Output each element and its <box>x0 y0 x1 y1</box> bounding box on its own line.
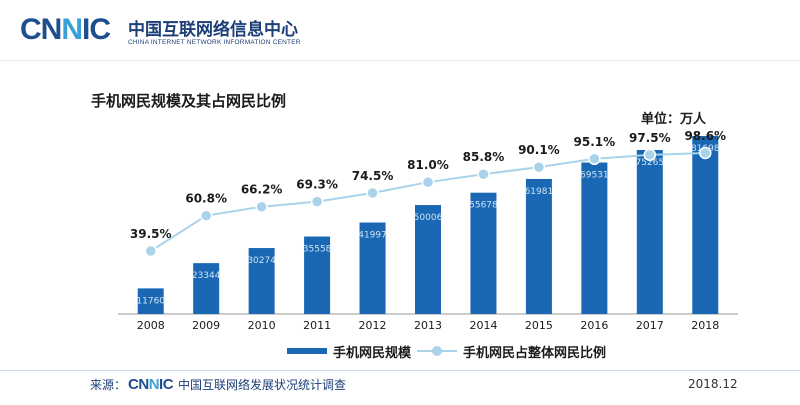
org-name-en: CHINA INTERNET NETWORK INFORMATION CENTE… <box>128 39 301 46</box>
bar-value-label: 41997 <box>358 230 387 240</box>
percent-point <box>532 160 546 174</box>
bar <box>415 205 441 314</box>
bar-value-label: 50006 <box>414 213 443 223</box>
chart-svg: 11760 2008 23344 2009 30274 2010 35558 2011 4199… <box>118 129 738 332</box>
source-note: 来源： CNNIC 中国互联网络发展状况统计调查 <box>90 376 346 393</box>
percent-data-label: 66.2% <box>241 183 283 197</box>
x-tick-label: 2008 <box>137 319 165 332</box>
bar <box>636 150 663 314</box>
percent-point <box>588 152 601 166</box>
bar <box>581 162 608 314</box>
unit-label: 单位：万人 <box>641 112 707 127</box>
percent-point <box>477 167 490 181</box>
percent-data-label: 90.1% <box>518 143 560 157</box>
chart-title: 手机网民规模及其占网民比例 <box>91 92 287 110</box>
report-date: 2018.12 <box>688 377 738 391</box>
percent-data-label: 81.0% <box>407 158 449 172</box>
chart-legend: 手机网民规模 手机网民占整体网民比例 <box>0 340 800 362</box>
legend-item-line: 手机网民占整体网民比例 <box>417 340 606 362</box>
bar-value-label: 11760 <box>136 296 165 306</box>
percent-data-label: 98.6% <box>684 129 726 143</box>
bar <box>470 192 497 314</box>
bar <box>248 248 275 314</box>
x-tick-label: 2010 <box>248 319 276 332</box>
x-tick-label: 2017 <box>636 319 664 332</box>
percent-point <box>144 244 157 258</box>
footer-cnnic-logo: CNNIC <box>128 376 174 393</box>
bar-value-label: 35558 <box>303 245 332 255</box>
percent-point <box>255 200 268 213</box>
legend-item-bars: 手机网民规模 <box>287 340 411 362</box>
bar <box>692 136 719 314</box>
report-header: CNNIC 中国互联网络信息中心 CHINA INTERNET NETWORK … <box>0 0 800 62</box>
bar-value-label: 55678 <box>469 201 498 211</box>
bar-value-label: 23344 <box>192 271 221 281</box>
x-tick-label: 2012 <box>359 319 387 332</box>
legend-line-label: 手机网民占整体网民比例 <box>463 345 607 361</box>
bar <box>525 178 552 314</box>
bar <box>359 222 386 314</box>
percent-point <box>366 186 379 200</box>
percent-data-label: 74.5% <box>352 169 394 183</box>
percent-data-label: 85.8% <box>463 150 505 164</box>
percent-point <box>421 175 435 189</box>
percent-point <box>643 148 657 162</box>
bar-value-label: 30274 <box>247 256 276 266</box>
bar <box>193 263 220 314</box>
percent-point <box>310 195 324 208</box>
legend-bar-swatch <box>287 348 327 354</box>
bar <box>304 236 331 314</box>
percent-data-label: 95.1% <box>574 135 616 149</box>
legend-line-swatch <box>417 346 457 356</box>
percent-data-label: 69.3% <box>296 178 338 192</box>
percent-data-label: 97.5% <box>629 131 671 145</box>
percent-data-label: 39.5% <box>130 227 172 241</box>
x-tick-label: 2014 <box>469 319 497 332</box>
x-tick-label: 2013 <box>414 319 442 332</box>
x-tick-label: 2009 <box>192 319 220 332</box>
source-text: 中国互联网络发展状况统计调查 <box>178 378 347 392</box>
percent-data-label: 60.8% <box>185 192 227 206</box>
bar-value-label: 69531 <box>580 171 609 181</box>
x-tick-label: 2018 <box>691 319 719 332</box>
x-tick-label: 2015 <box>525 319 553 332</box>
percent-point <box>199 209 213 222</box>
percent-point <box>699 146 712 160</box>
header-divider <box>0 60 800 61</box>
legend-bar-label: 手机网民规模 <box>333 345 412 361</box>
bar-value-label: 61981 <box>525 187 554 197</box>
bar <box>137 288 164 314</box>
source-prefix: 来源： <box>90 378 127 392</box>
x-tick-label: 2011 <box>303 319 331 332</box>
cnnic-logo: CNNIC <box>20 13 111 46</box>
x-tick-label: 2016 <box>580 319 608 332</box>
footer-divider <box>0 370 800 371</box>
bar-value-label: 75265 <box>635 158 664 168</box>
org-name-cn: 中国互联网络信息中心 <box>128 20 298 40</box>
